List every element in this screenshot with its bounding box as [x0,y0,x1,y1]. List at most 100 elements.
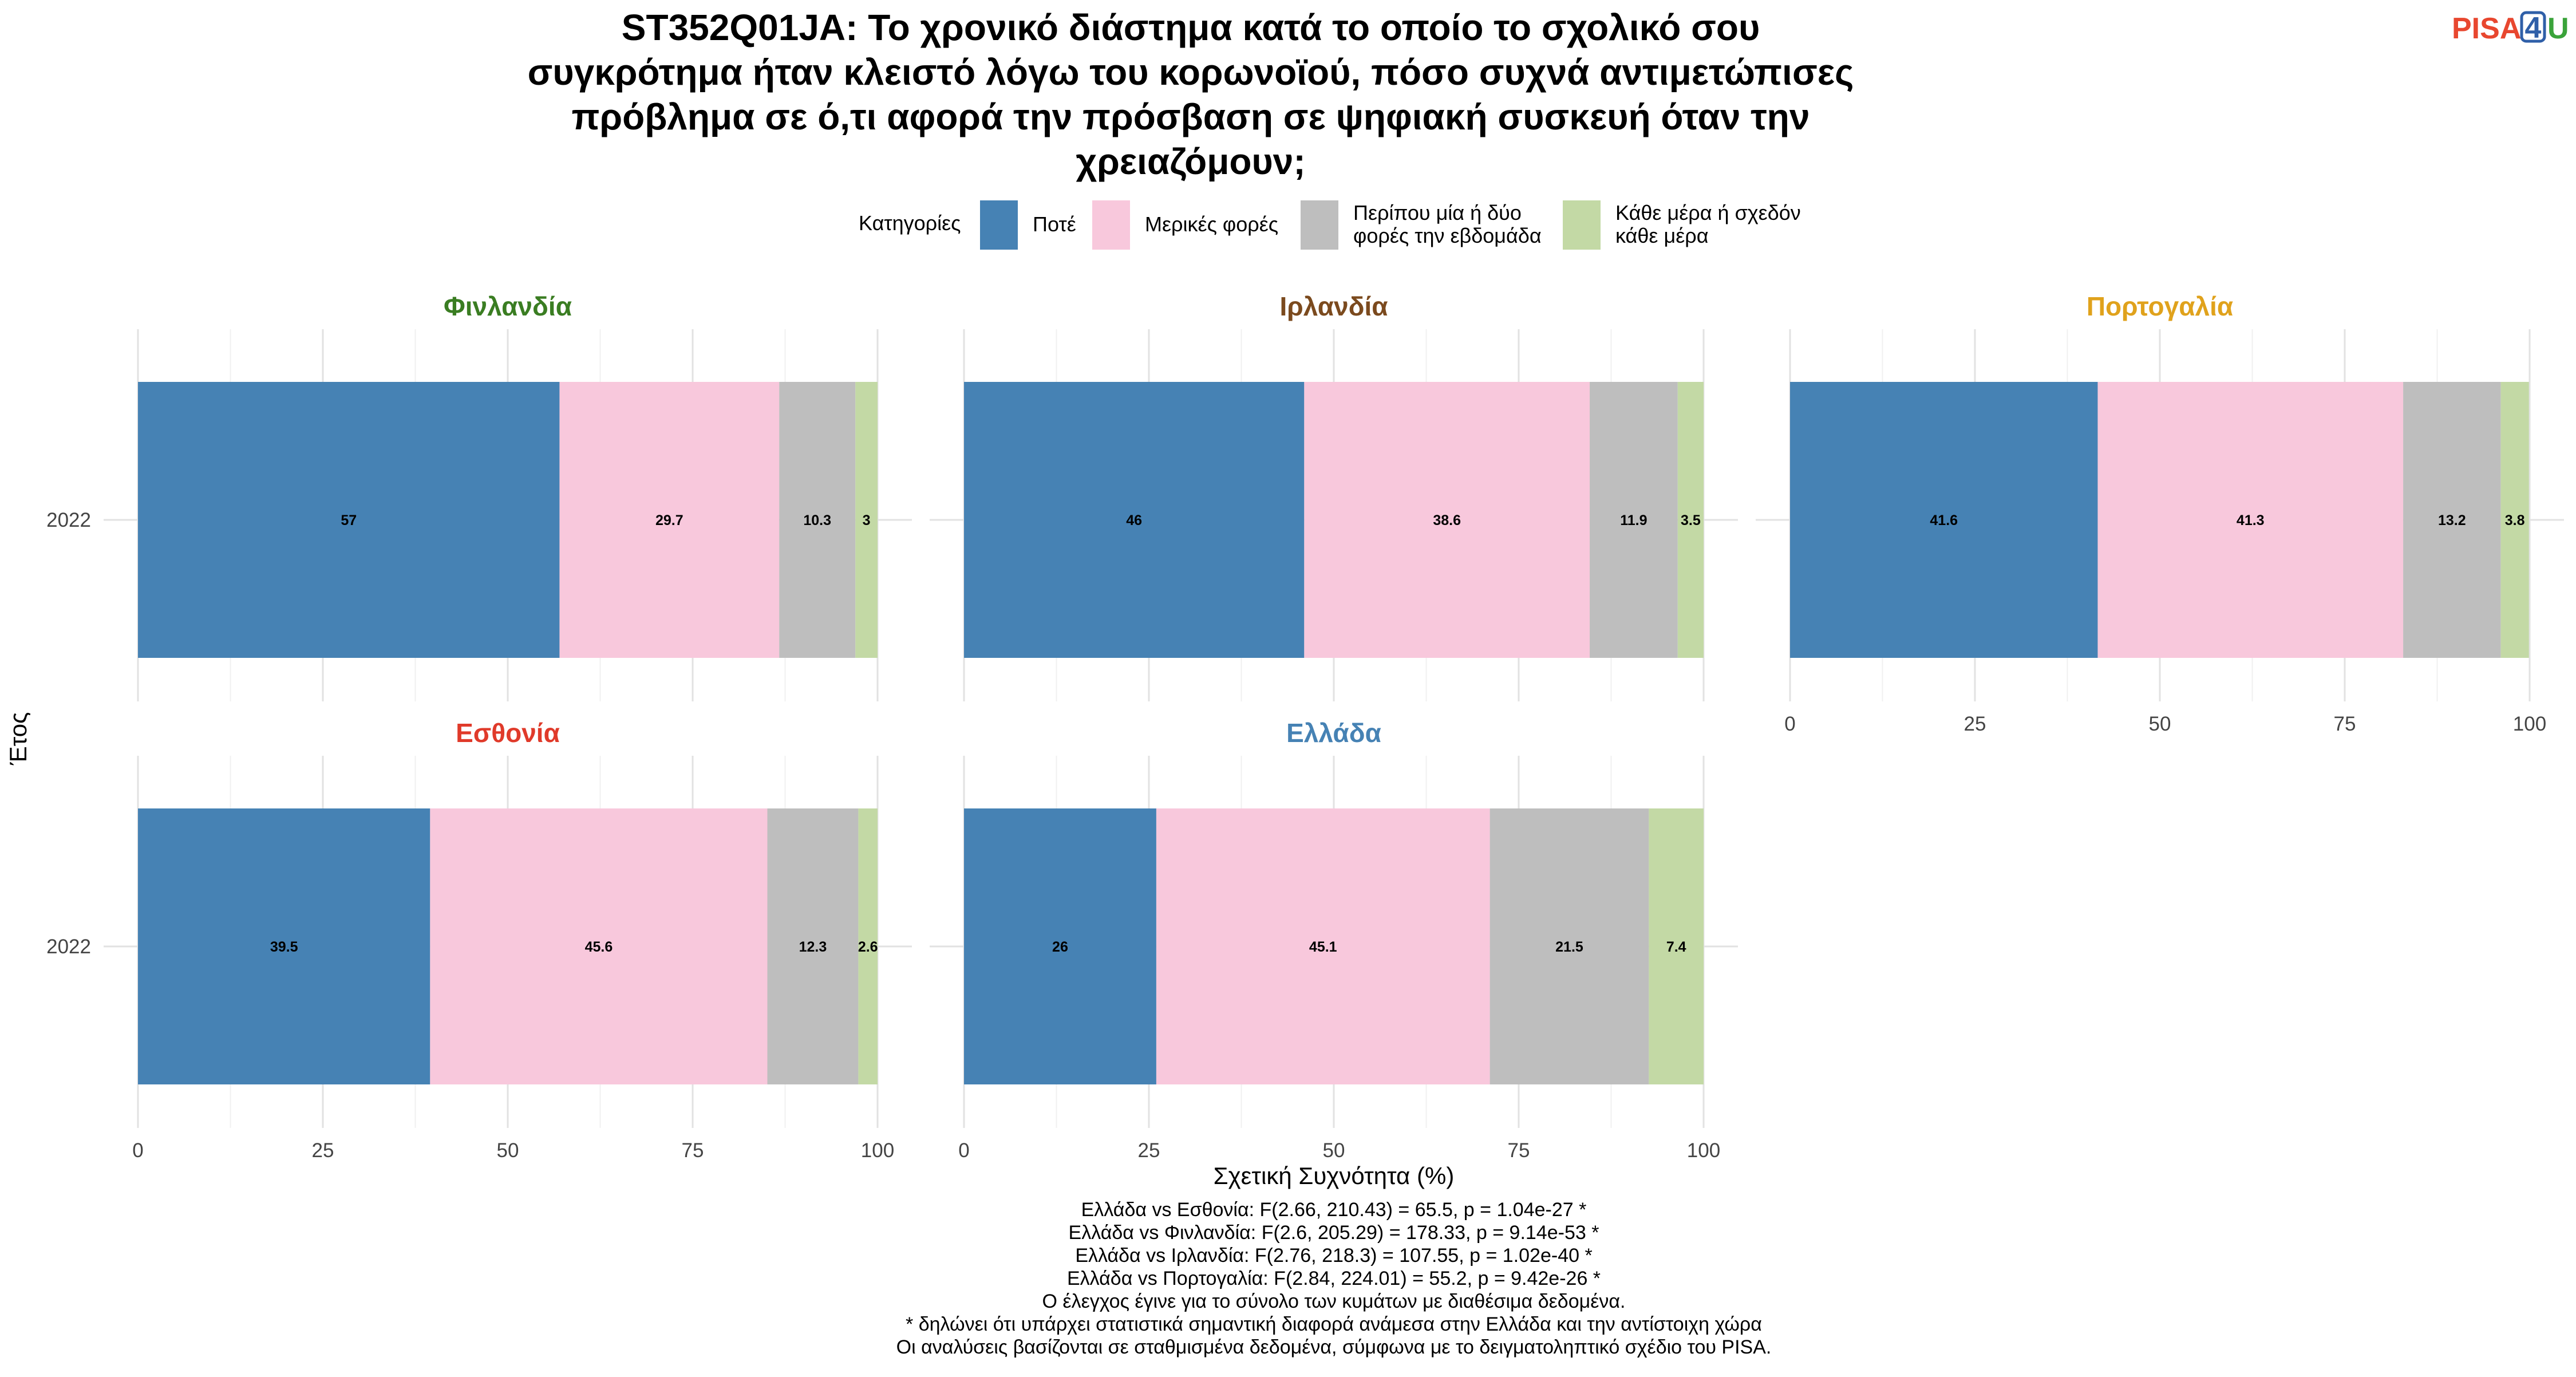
logo-text-u: U [2547,12,2569,45]
bar-segment [2097,382,2404,658]
panel-title: Φινλανδία [444,291,572,321]
caption: Ελλάδα vs Εσθονία: F(2.66, 210.43) = 65.… [896,1199,1772,1358]
title-line: χρειαζόμουν; [1076,141,1305,182]
panel: Ελλάδα 26 45.1 21.5 7.4 0 25 50 75 100 [930,718,1738,1162]
bar-segment [767,808,859,1084]
data-label: 7.4 [1666,939,1686,955]
panel-title: Ιρλανδία [1279,291,1388,321]
bar-segment [1590,382,1678,658]
bar-segment [1677,382,1704,658]
title-line: πρόβλημα σε ό,τι αφορά την πρόσβαση σε ψ… [572,96,1810,137]
legend: Κατηγορίες Ποτέ Μερικές φορές Περίπου μία ή… [859,200,1801,250]
legend-swatch [1301,200,1338,250]
caption-line: Ελλάδα vs Πορτογαλία: F(2.84, 224.01) = … [1067,1268,1601,1289]
legend-title: Κατηγορίες [859,211,961,235]
title-line: ST352Q01JA: Το χρονικό διάστημα κατά το … [622,7,1760,48]
data-label: 45.6 [585,939,613,955]
bar-segment [1490,808,1649,1084]
data-label: 29.7 [655,512,683,528]
x-tick-label: 75 [1508,1139,1530,1162]
data-label: 38.6 [1433,512,1461,528]
x-tick-label: 0 [132,1139,143,1162]
data-label: 3.8 [2505,512,2525,528]
panel: Ιρλανδία 46 38.6 11.9 3.5 [930,291,1738,701]
x-tick-label: 75 [2334,713,2356,735]
data-label: 10.3 [803,512,831,528]
x-tick-label: 25 [1138,1139,1160,1162]
caption-line: Ο έλεγχος έγινε για το σύνολο των κυμάτω… [1042,1291,1626,1312]
y-tick-label: 2022 [46,936,91,958]
x-tick-label: 50 [497,1139,519,1162]
x-tick-label: 75 [682,1139,704,1162]
data-label: 12.3 [799,939,827,955]
x-tick-label: 25 [312,1139,334,1162]
legend-label: φορές την εβδομάδα [1353,224,1542,247]
x-tick-label: 100 [861,1139,894,1162]
panel: Εσθονία 39.5 45.6 12.3 2.6 2022 0 25 50 75 100 [46,718,912,1162]
legend-label: Μερικές φορές [1145,212,1278,236]
data-label: 26 [1052,939,1068,955]
data-label: 13.2 [2438,512,2466,528]
x-tick-label: 25 [1964,713,1986,735]
title-line: συγκρότημα ήταν κλειστό λόγω του κορωνοϊ… [528,52,1854,93]
logo-box [2520,11,2546,43]
logo-text-4: 4 [2525,11,2542,45]
caption-line: * δηλώνει ότι υπάρχει στατιστικά σημαντι… [906,1313,1762,1335]
chart-panels: Φινλανδία 57 29.7 10.3 3 2022 Ιρλανδία 46 38.6 11… [46,291,2564,1162]
bar-segment [855,382,878,658]
pisa4u-logo: PISA 4 U [2452,11,2569,45]
bar-segment [430,808,768,1084]
x-axis-label: Σχετική Συχνότητα (%) [1214,1162,1455,1189]
y-tick-label: 2022 [46,509,91,531]
legend-swatch [1092,200,1130,250]
data-label: 3 [863,512,871,528]
panel: Πορτογαλία 41.6 41.3 13.2 3.8 0 25 50 75 100 [1756,291,2564,735]
bar-segment [858,808,878,1084]
bar-segment [2403,382,2501,658]
caption-line: Οι αναλύσεις βασίζονται σε σταθμισμένα δ… [896,1336,1772,1358]
bar-segment [2500,382,2529,658]
y-axis-label: Έτος [5,712,31,766]
legend-swatch [980,200,1018,250]
data-label: 21.5 [1555,939,1583,955]
data-label: 11.9 [1620,512,1647,528]
panel-title: Πορτογαλία [2087,291,2233,321]
data-label: 46 [1126,512,1142,528]
bar-segment [964,382,1305,658]
legend-label: Κάθε μέρα ή σχεδόν [1615,201,1801,224]
legend-label: Ποτέ [1033,212,1076,236]
legend-label: Περίπου μία ή δύο [1353,201,1522,224]
data-label: 45.1 [1309,939,1337,955]
x-tick-label: 100 [1687,1139,1720,1162]
caption-line: Ελλάδα vs Εσθονία: F(2.66, 210.43) = 65.… [1081,1199,1587,1221]
data-label: 41.6 [1930,512,1958,528]
data-label: 41.3 [2237,512,2265,528]
bar-segment [1156,808,1490,1084]
panel-title: Ελλάδα [1286,718,1381,748]
bar-segment [1304,382,1590,658]
x-tick-label: 100 [2513,713,2546,735]
data-label: 57 [341,512,357,528]
x-tick-label: 50 [1323,1139,1345,1162]
panel-title: Εσθονία [456,718,560,748]
chart-title: ST352Q01JA: Το χρονικό διάστημα κατά το … [528,7,1854,182]
bar-segment [964,808,1156,1084]
legend-label: κάθε μέρα [1615,224,1709,247]
bar-segment [779,382,856,658]
x-tick-label: 0 [1784,713,1795,735]
x-tick-label: 0 [958,1139,969,1162]
bar-segment [138,382,560,658]
legend-swatch [1563,200,1601,250]
bar-segment [1790,382,2098,658]
data-label: 3.5 [1681,512,1701,528]
legend-item: Ποτέ [980,200,1076,250]
data-label: 39.5 [270,939,298,955]
logo-text-pisa: PISA [2452,12,2521,45]
panel: Φινλανδία 57 29.7 10.3 3 2022 [46,291,912,701]
legend-item: Μερικές φορές [1092,200,1278,250]
bar-segment [559,382,780,658]
data-label: 2.6 [858,939,878,955]
